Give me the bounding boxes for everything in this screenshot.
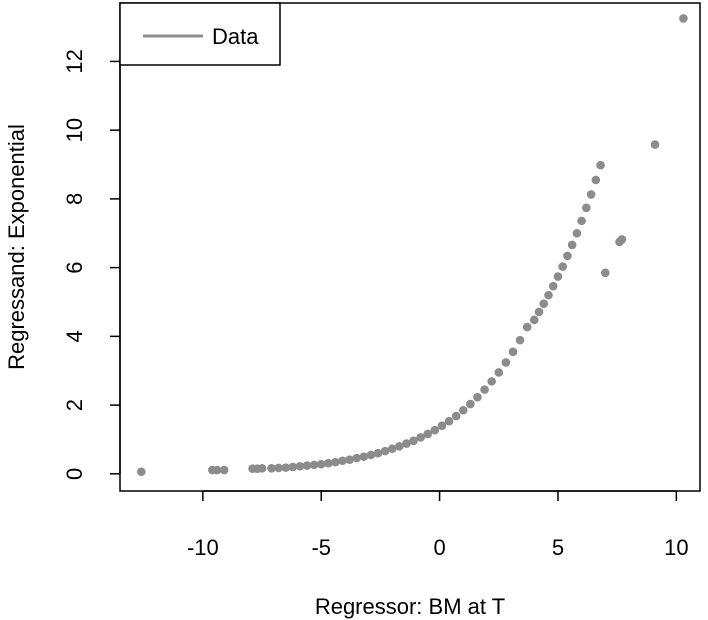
data-point — [387, 444, 397, 454]
data-point — [416, 433, 425, 442]
legend-label: Data — [212, 24, 259, 49]
legend: Data — [119, 2, 281, 66]
y-tick-label: 10 — [62, 118, 87, 142]
data-point — [219, 465, 229, 475]
data-point — [366, 450, 376, 460]
data-point — [352, 453, 362, 463]
data-point — [515, 335, 525, 345]
data-point — [302, 461, 312, 470]
data-point — [373, 448, 383, 458]
data-point — [430, 425, 440, 435]
data-point — [267, 464, 276, 473]
x-axis-label: Regressor: BM at T — [315, 594, 505, 619]
data-point — [137, 467, 146, 477]
data-point — [487, 377, 496, 386]
x-tick-label: -5 — [311, 535, 331, 560]
data-point — [274, 463, 283, 473]
data-point — [577, 216, 586, 226]
data-point — [572, 228, 582, 238]
data-point — [295, 461, 305, 471]
data-point — [582, 203, 591, 213]
data-point — [309, 460, 319, 470]
data-point — [534, 307, 544, 317]
data-point — [473, 392, 482, 402]
data-point — [553, 272, 563, 281]
data-point — [331, 457, 340, 467]
data-point — [281, 463, 291, 472]
x-tick-label: 0 — [433, 535, 445, 560]
data-point — [402, 439, 411, 448]
data-point — [212, 465, 222, 475]
data-point — [508, 347, 518, 357]
data-point — [423, 429, 433, 439]
data-point — [458, 405, 468, 415]
data-point — [338, 456, 347, 466]
y-axis: 0 2 4 6 8 10 12 — [62, 49, 121, 480]
data-point — [395, 442, 404, 451]
data-point — [548, 281, 558, 291]
data-point — [529, 315, 539, 325]
y-tick-label: 2 — [62, 399, 87, 411]
data-point — [586, 190, 596, 199]
y-tick-label: 0 — [62, 468, 87, 480]
data-point — [359, 452, 369, 461]
data-point — [480, 385, 489, 394]
data-point — [501, 358, 511, 367]
data-point — [409, 436, 418, 446]
data-point — [563, 251, 572, 261]
data-point — [257, 464, 267, 473]
x-axis: -10 -5 0 5 10 — [187, 490, 689, 560]
y-tick-label: 4 — [62, 330, 87, 342]
y-axis-label: Regressand: Exponential — [4, 124, 29, 370]
data-point — [617, 235, 627, 244]
y-tick-label: 6 — [62, 261, 87, 273]
data-point — [288, 462, 298, 472]
data-point — [544, 290, 553, 300]
data-point — [451, 411, 461, 421]
x-tick-label: -10 — [187, 535, 219, 560]
data-point — [679, 14, 688, 23]
data-point — [444, 416, 454, 426]
plot-frame — [119, 2, 701, 492]
x-tick-label: 10 — [664, 535, 688, 560]
data-point — [437, 421, 447, 431]
data-point — [380, 446, 390, 456]
data-point — [345, 455, 354, 465]
y-tick-label: 12 — [62, 49, 87, 73]
data-point — [601, 268, 610, 278]
data-point — [316, 459, 326, 469]
data-point — [567, 240, 577, 250]
legend-box — [119, 2, 281, 66]
data-point — [494, 368, 504, 377]
data-point — [539, 299, 549, 309]
data-point — [596, 160, 605, 170]
data-point — [466, 399, 475, 409]
data-point — [324, 458, 333, 468]
data-point — [522, 322, 532, 332]
x-tick-label: 5 — [552, 535, 564, 560]
data-point — [650, 140, 660, 149]
data-points — [137, 14, 688, 477]
data-point — [591, 175, 601, 185]
data-point — [558, 262, 567, 271]
y-tick-label: 8 — [62, 193, 87, 205]
